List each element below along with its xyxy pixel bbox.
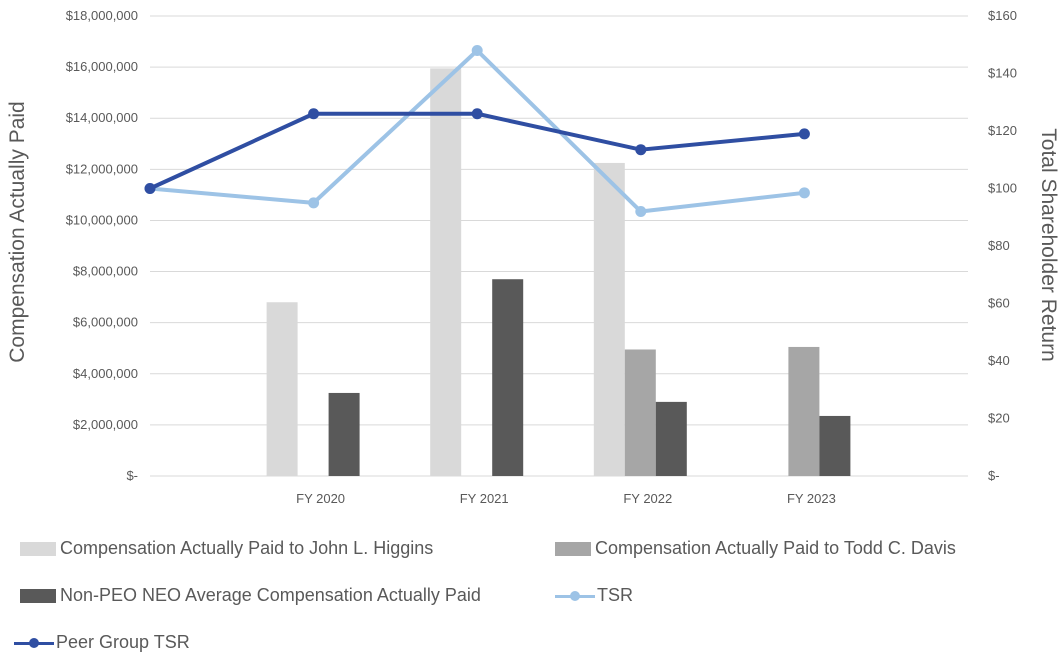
line-marks — [144, 45, 810, 217]
bar-0-1 — [266, 302, 298, 476]
x-tick-label: FY 2022 — [623, 491, 672, 506]
point-0-2 — [471, 45, 483, 56]
bar-marks — [266, 68, 851, 476]
left-axis-ticks: $- $2,000,000 $4,000,000 $6,000,000 $8,000,0… — [66, 8, 138, 483]
bar-0-3 — [593, 162, 625, 476]
point-1-1 — [308, 108, 320, 120]
x-tick-label: FY 2020 — [296, 491, 345, 506]
point-1-4 — [798, 128, 810, 140]
right-axis-ticks: $- $20 $40 $60 $80 $100 $120 $140 $160 — [988, 8, 1017, 483]
right-tick-label: $80 — [988, 238, 1010, 253]
point-0-3 — [635, 206, 647, 217]
point-0-1 — [308, 197, 320, 209]
bar-0-2 — [430, 68, 462, 476]
left-axis-title: Compensation Actually Paid — [6, 101, 29, 363]
left-tick-label: $4,000,000 — [73, 366, 138, 381]
right-tick-label: $- — [988, 468, 1000, 483]
left-tick-label: $16,000,000 — [66, 59, 138, 74]
x-axis-ticks: FY 2020 FY 2021 FY 2022 FY 2023 — [296, 491, 836, 506]
bar-2-1 — [328, 392, 360, 476]
right-tick-label: $120 — [988, 123, 1017, 138]
point-1-0 — [144, 183, 156, 194]
point-1-2 — [471, 108, 483, 120]
x-tick-label: FY 2023 — [787, 491, 836, 506]
left-tick-label: $18,000,000 — [66, 8, 138, 23]
right-tick-label: $160 — [988, 8, 1017, 23]
right-tick-label: $40 — [988, 353, 1010, 368]
right-tick-label: $100 — [988, 181, 1017, 196]
point-0-4 — [798, 187, 810, 199]
right-tick-label: $140 — [988, 66, 1017, 81]
bar-1-3 — [624, 349, 656, 476]
point-1-3 — [635, 144, 647, 156]
left-tick-label: $12,000,000 — [66, 161, 138, 176]
left-tick-label: $14,000,000 — [66, 110, 138, 125]
left-tick-label: $6,000,000 — [73, 315, 138, 330]
bar-1-4 — [788, 346, 820, 476]
left-tick-label: $2,000,000 — [73, 417, 138, 432]
line-series-0 — [149, 48, 805, 214]
x-tick-label: FY 2021 — [460, 491, 509, 506]
right-axis-title: Total Shareholder Return — [1037, 128, 1060, 361]
right-tick-label: $60 — [988, 296, 1010, 311]
bar-2-3 — [655, 401, 687, 476]
left-tick-label: $8,000,000 — [73, 264, 138, 279]
right-tick-label: $20 — [988, 411, 1010, 426]
bar-2-4 — [819, 415, 851, 476]
left-tick-label: $- — [126, 468, 138, 483]
left-tick-label: $10,000,000 — [66, 212, 138, 227]
line-series-1 — [149, 111, 805, 191]
bar-2-2 — [492, 279, 524, 476]
